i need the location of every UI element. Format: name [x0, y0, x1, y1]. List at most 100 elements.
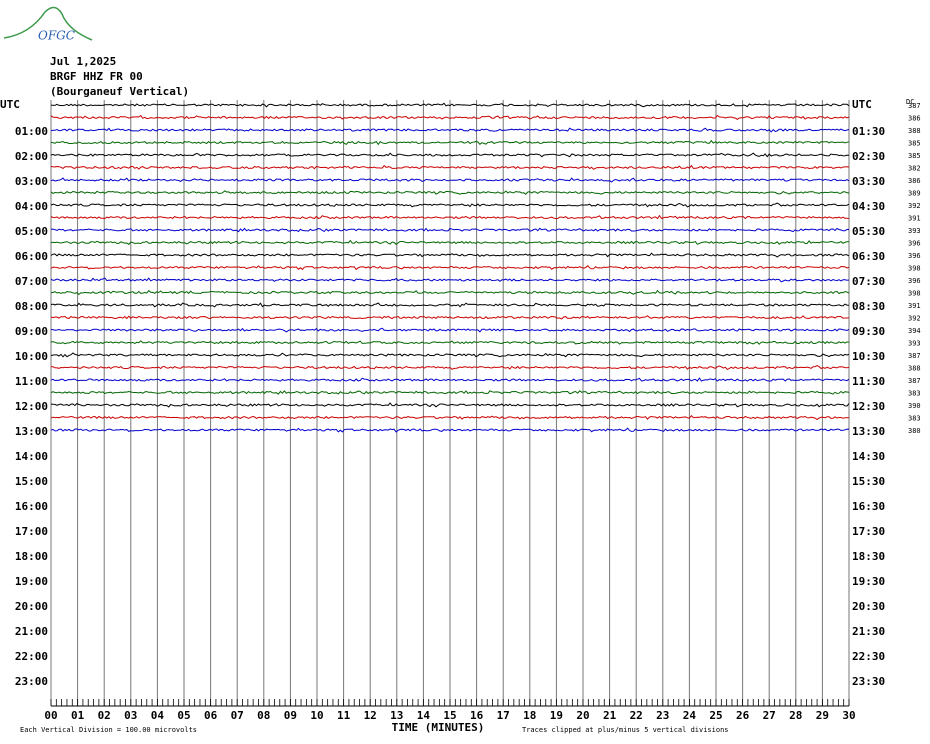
x-tick-label: 20: [576, 709, 589, 722]
left-label: 09:00: [15, 325, 48, 338]
station: BRGF HHZ FR 00: [50, 70, 143, 83]
x-tick-label: 04: [151, 709, 165, 722]
trace: [50, 177, 850, 183]
left-label: 15:00: [15, 475, 48, 488]
trace: [50, 352, 850, 358]
left-label: 02:00: [15, 150, 48, 163]
x-tick-label: 09: [284, 709, 297, 722]
left-label: 19:00: [15, 575, 48, 588]
x-tick-label: 15: [443, 709, 456, 722]
right-label: 23:30: [852, 675, 885, 688]
x-tick-label: 14: [417, 709, 431, 722]
left-label: 01:00: [15, 125, 48, 138]
x-tick-label: 11: [337, 709, 351, 722]
trace: [51, 102, 850, 108]
x-tick-label: 00: [44, 709, 57, 722]
dc-label: DC: [906, 98, 914, 106]
dc-value: 393: [908, 340, 921, 348]
dc-value: 383: [908, 415, 921, 423]
right-label: 19:30: [852, 575, 885, 588]
trace: [50, 390, 850, 395]
x-tick-label: 12: [364, 709, 377, 722]
trace: [50, 302, 850, 308]
x-tick-label: 03: [124, 709, 137, 722]
logo: OFGC: [38, 29, 75, 43]
x-tick-label: 06: [204, 709, 218, 722]
trace: [50, 139, 850, 146]
dc-value: 385: [908, 152, 921, 160]
left-label: 17:00: [15, 525, 48, 538]
dc-value: 386: [908, 115, 921, 123]
date: Jul 1,2025: [50, 55, 116, 68]
trace: [50, 239, 850, 246]
trace: [50, 289, 850, 296]
dc-value: 388: [908, 365, 921, 373]
right-label: 04:30: [852, 200, 885, 213]
x-tick-label: 10: [310, 709, 323, 722]
left-label: 11:00: [15, 375, 48, 388]
left-label: 16:00: [15, 500, 48, 513]
trace: [50, 277, 850, 283]
x-tick-label: 01: [71, 709, 85, 722]
trace: [50, 402, 850, 408]
dc-value: 396: [908, 252, 921, 260]
right-label: 05:30: [852, 225, 885, 238]
right-label: 09:30: [852, 325, 885, 338]
dc-value: 387: [908, 377, 921, 385]
dc-value: 387: [908, 352, 921, 360]
trace: [50, 114, 850, 121]
left-label: 08:00: [15, 300, 48, 313]
scale-note: Each Vertical Division = 100.00 microvol…: [20, 726, 197, 734]
x-tick-label: 23: [656, 709, 669, 722]
dc-value: 398: [908, 290, 921, 298]
right-label: 01:30: [852, 125, 885, 138]
right-label: 03:30: [852, 175, 885, 188]
trace: [50, 340, 850, 345]
x-tick-label: 16: [470, 709, 484, 722]
trace: [50, 427, 850, 433]
dc-value: 391: [908, 302, 921, 310]
right-label: 13:30: [852, 425, 885, 438]
trace: [50, 377, 850, 382]
dc-value: 380: [908, 427, 921, 435]
x-tick-label: 25: [709, 709, 722, 722]
left-label: 18:00: [15, 550, 48, 563]
dc-value: 387: [908, 102, 921, 110]
dc-value: 392: [908, 202, 921, 210]
right-label: 16:30: [852, 500, 885, 513]
left-label: 22:00: [15, 650, 48, 663]
dc-value: 383: [908, 390, 921, 398]
dc-value: 385: [908, 140, 921, 148]
dc-value: 394: [908, 327, 921, 335]
trace: [51, 365, 850, 371]
trace: [50, 202, 850, 208]
right-label: 22:30: [852, 650, 885, 663]
right-label: 14:30: [852, 450, 885, 463]
dc-value: 388: [908, 127, 921, 135]
left-label: 04:00: [15, 200, 48, 213]
left-label: 06:00: [15, 250, 48, 263]
x-tick-label: 29: [816, 709, 829, 722]
x-axis-label: TIME (MINUTES): [392, 721, 485, 734]
x-tick-label: 28: [789, 709, 802, 722]
trace: [51, 327, 850, 333]
x-tick-label: 24: [683, 709, 697, 722]
dc-value: 396: [908, 240, 921, 248]
right-label: 07:30: [852, 275, 885, 288]
trace: [50, 315, 850, 320]
trace: [50, 214, 850, 220]
right-label: UTC: [852, 98, 872, 111]
dc-value: 396: [908, 277, 921, 285]
left-label: 07:00: [15, 275, 48, 288]
trace: [50, 227, 850, 233]
left-label: 20:00: [15, 600, 48, 613]
right-label: 12:30: [852, 400, 885, 413]
trace: [50, 252, 850, 258]
left-label: 23:00: [15, 675, 48, 688]
dc-value: 398: [908, 265, 921, 273]
right-label: 18:30: [852, 550, 885, 563]
right-label: 02:30: [852, 150, 885, 163]
trace: [50, 190, 850, 195]
dc-value: 386: [908, 177, 921, 185]
x-tick-label: 13: [390, 709, 403, 722]
